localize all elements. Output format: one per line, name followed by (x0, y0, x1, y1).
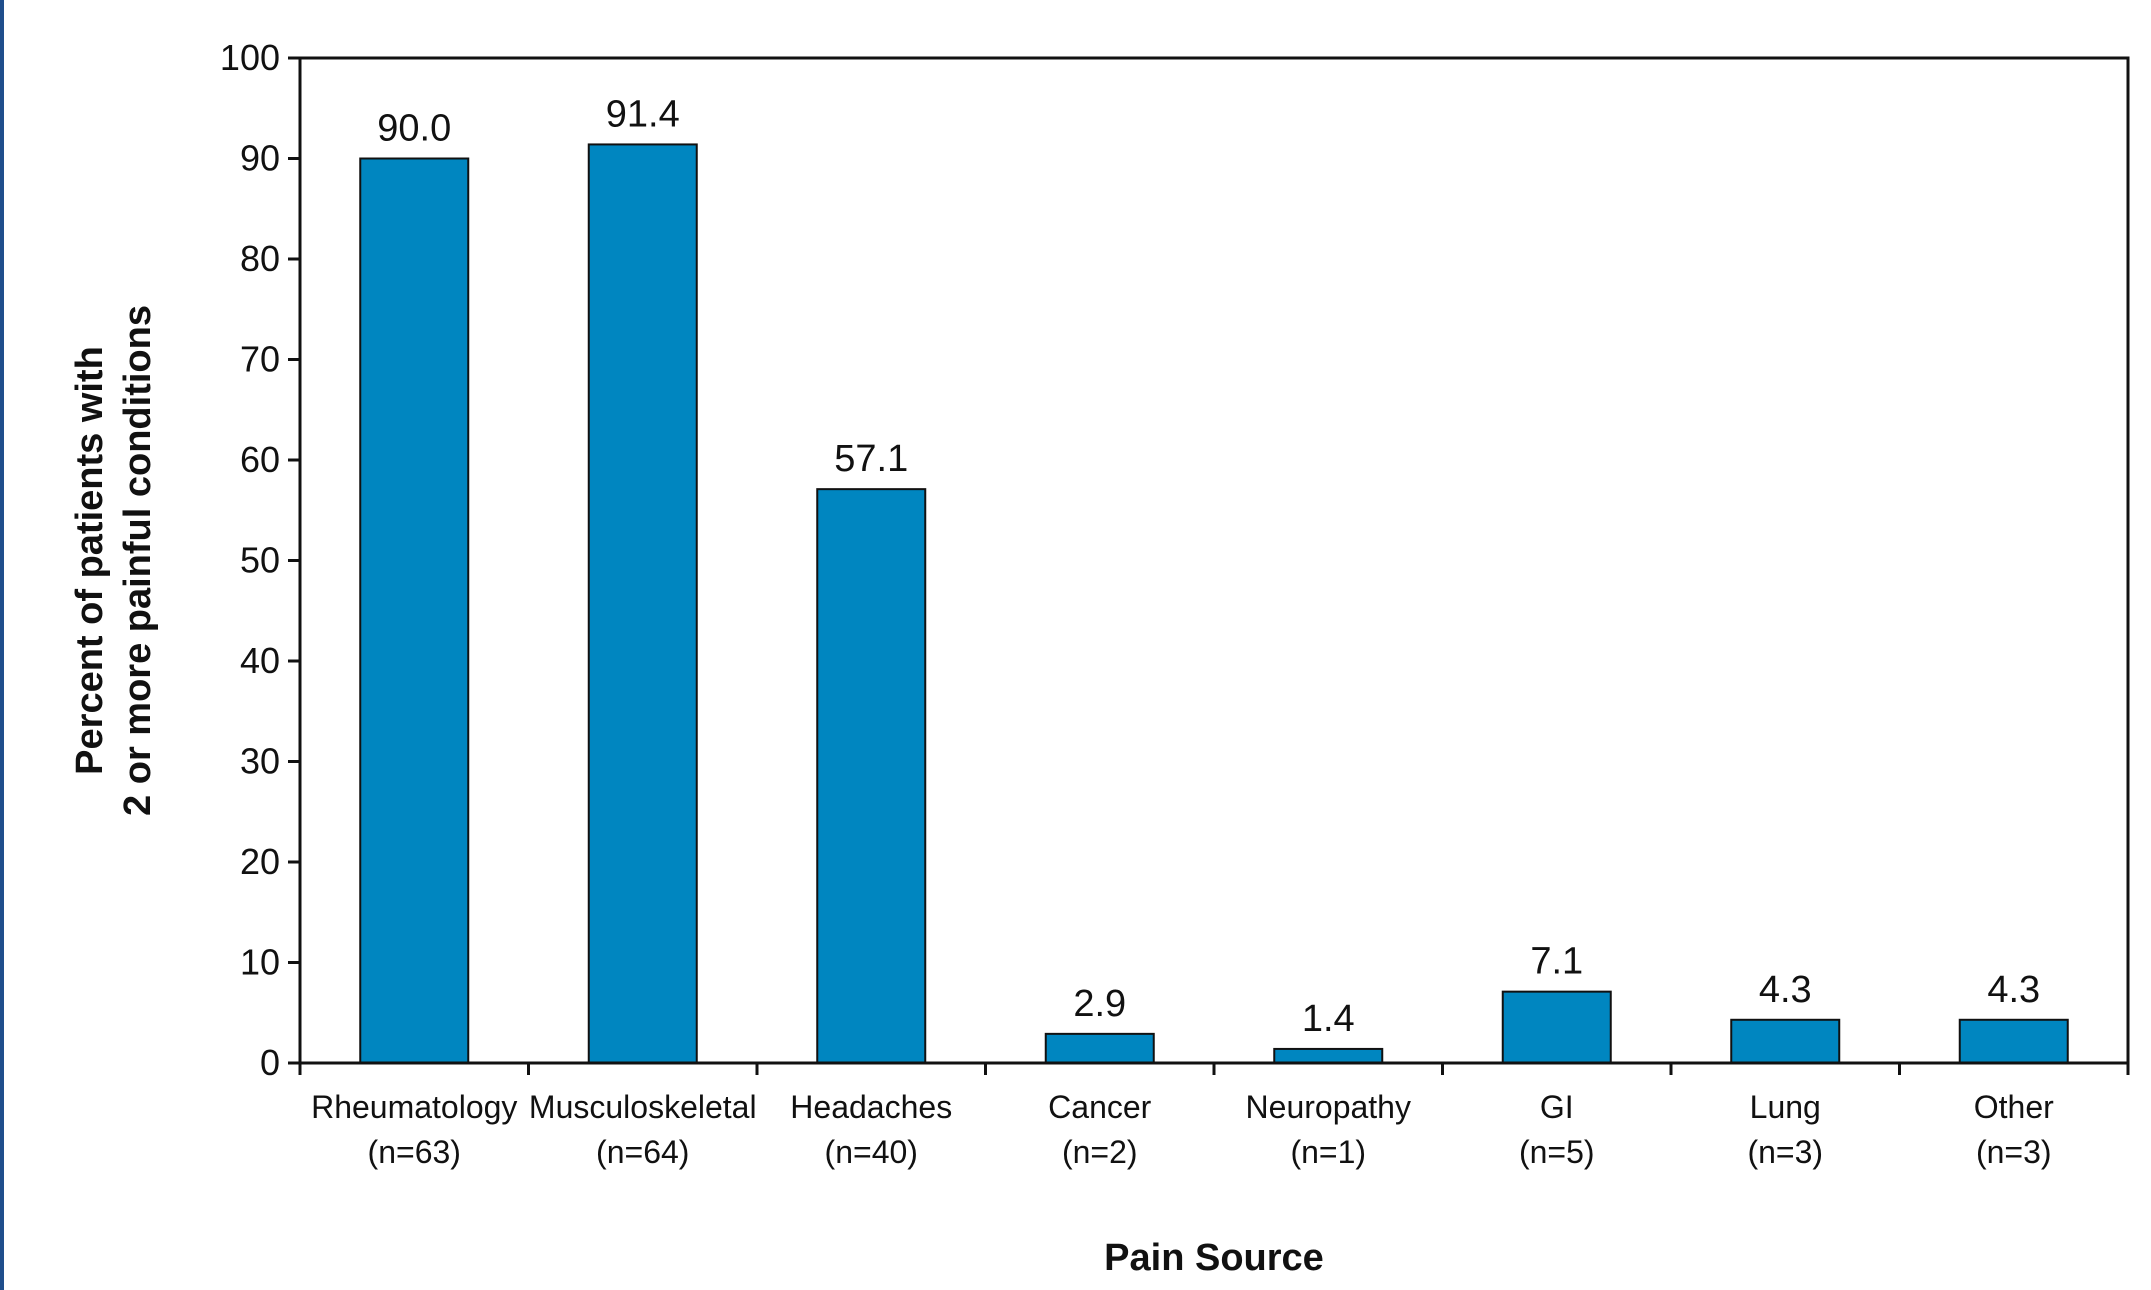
bar-lung (1730, 1018, 1841, 1064)
x-category-label: Headaches (790, 1089, 952, 1125)
bar-value-label: 1.4 (1302, 998, 1355, 1040)
y-tick-label: 100 (220, 37, 280, 78)
bar-rheumatology (359, 157, 470, 1064)
bar-value-label: 7.1 (1530, 941, 1583, 983)
y-axis-title-line-2: 2 or more painful conditions (117, 305, 159, 816)
bar-cancer (1044, 1032, 1155, 1064)
x-category-count: (n=2) (1062, 1134, 1138, 1170)
y-tick-label: 30 (240, 741, 280, 782)
x-category-count: (n=64) (596, 1134, 689, 1170)
y-axis-ticks: 0 10 20 30 40 50 60 70 80 90 100 (220, 37, 300, 1083)
x-category-label: Other (1974, 1089, 2054, 1125)
y-tick-label: 0 (260, 1042, 280, 1083)
y-tick-label: 40 (240, 640, 280, 681)
bar-musculoskeletal (587, 143, 698, 1064)
bar-value-label: 90.0 (377, 108, 451, 150)
y-axis-title-line-1: Percent of patients with (69, 346, 111, 775)
left-border-stripe (0, 0, 4, 1290)
x-category-label: GI (1540, 1089, 1574, 1125)
x-category-count: (n=3) (1976, 1134, 2052, 1170)
y-tick-label: 50 (240, 540, 280, 581)
bar-neuropathy (1273, 1047, 1384, 1065)
y-tick-label: 20 (240, 841, 280, 882)
bar-gi (1501, 990, 1612, 1065)
x-axis-title: Pain Source (1104, 1237, 1324, 1279)
x-category-label: Musculoskeletal (529, 1089, 757, 1125)
y-tick-label: 90 (240, 138, 280, 179)
y-tick-label: 80 (240, 238, 280, 279)
x-category-count: (n=3) (1747, 1134, 1823, 1170)
x-category-label: Neuropathy (1246, 1089, 1411, 1125)
y-axis-title: Percent of patients with 2 or more painf… (69, 305, 159, 816)
bars: 90.0 91.4 57.1 2.9 1.4 7.1 4.3 4.3 (359, 93, 2069, 1065)
x-category-label: Lung (1750, 1089, 1821, 1125)
x-category-count: (n=40) (825, 1134, 918, 1170)
bar-value-label: 91.4 (606, 93, 680, 135)
bar-value-label: 57.1 (834, 438, 908, 480)
y-tick-label: 70 (240, 339, 280, 380)
bar-other (1958, 1018, 2069, 1064)
bar-value-label: 4.3 (1987, 969, 2040, 1011)
x-category-label: Rheumatology (311, 1089, 517, 1125)
y-tick-label: 10 (240, 942, 280, 983)
bar-headaches (816, 488, 927, 1064)
bar-value-label: 2.9 (1073, 983, 1126, 1025)
y-tick-label: 60 (240, 439, 280, 480)
x-category-count: (n=5) (1519, 1134, 1595, 1170)
plot-frame (298, 56, 2130, 1065)
x-category-count: (n=63) (368, 1134, 461, 1170)
bar-value-label: 4.3 (1759, 969, 1812, 1011)
x-category-label: Cancer (1048, 1089, 1152, 1125)
x-axis-ticks: Rheumatology (n=63) Musculoskeletal (n=64) H… (298, 1063, 2130, 1170)
x-category-count: (n=1) (1290, 1134, 1366, 1170)
